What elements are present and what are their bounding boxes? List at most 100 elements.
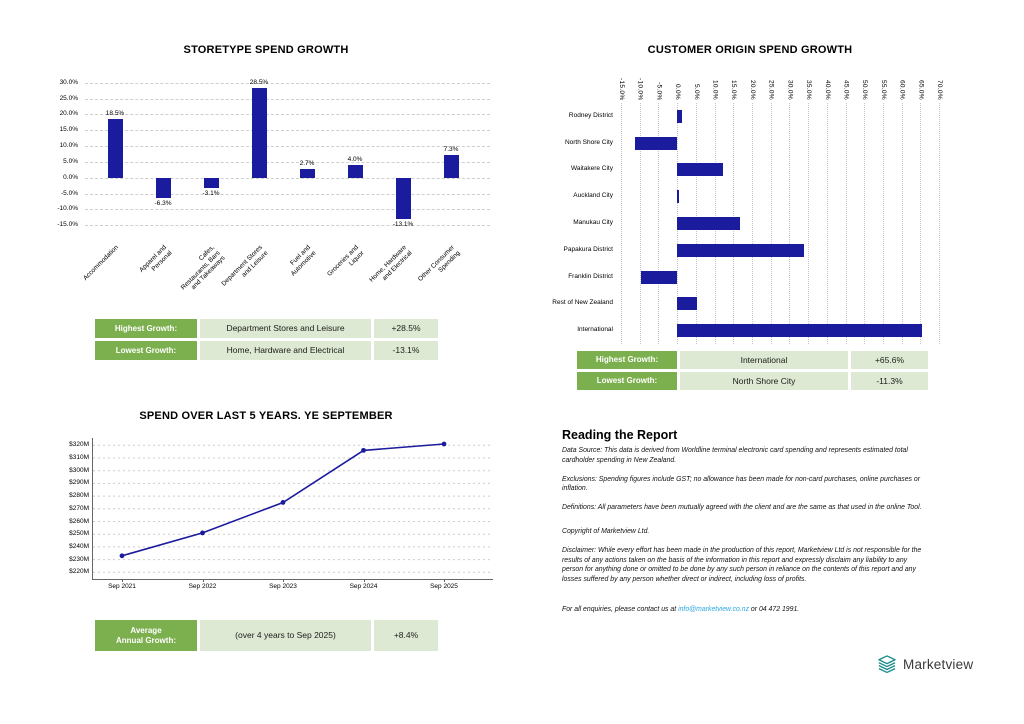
x-axis-tick-label: 40.0%: [823, 80, 831, 100]
bar-value-label: 7.3%: [443, 145, 459, 153]
gridline: [85, 177, 490, 179]
bar: [395, 177, 411, 220]
contact-text-after: or 04 472 1991.: [749, 605, 800, 613]
y-axis-tick-label: $230M: [69, 555, 89, 563]
gridline: [864, 103, 866, 344]
table-row: Lowest Growth: North Shore City -11.3%: [577, 372, 928, 390]
gridline: [789, 103, 791, 344]
x-axis-tick-label: 55.0%: [879, 80, 887, 100]
spend-5-years-plot-area: $220M $230M $240M $250M $260M $270M $280M $290M…: [69, 438, 493, 590]
x-axis-tick-label: Sep 2024: [349, 583, 378, 590]
y-axis-tick-label: $270M: [69, 504, 89, 512]
y-category-label: International: [577, 326, 613, 334]
y-axis-tick-label: 10.0%: [59, 142, 78, 150]
exclusions-paragraph: Exclusions: Spending figures include GST…: [562, 475, 921, 493]
y-axis-tick-label: -10.0%: [57, 205, 78, 213]
x-axis-tick: [444, 579, 445, 582]
y-category-label: North Shore City: [564, 138, 613, 146]
average-annual-growth-table: Average Annual Growth: (over 4 years to S…: [95, 620, 438, 654]
x-axis-tick-label: Sep 2023: [269, 583, 297, 590]
bar: [443, 154, 459, 178]
reading-the-report-heading: Reading the Report: [562, 428, 678, 442]
growth-value-cell: Department Stores and Leisure: [200, 319, 371, 338]
bar: [677, 190, 680, 204]
table-row: Highest Growth: International +65.6%: [577, 351, 928, 369]
y-axis-tick-label: $320M: [69, 441, 89, 449]
bar: [677, 217, 740, 230]
spend-line: [121, 443, 445, 557]
y-axis-tick-label: 30.0%: [59, 78, 78, 86]
bar-value-label: -6.3%: [154, 199, 172, 207]
gridline: [85, 209, 490, 211]
growth-label-cell: Highest Growth:: [95, 319, 197, 338]
customer-origin-plot-area: -15.0% -10.0% -5.0% 0.0% 5.0% 10.0% 15.0% 20.0%…: [552, 78, 943, 344]
bar: [155, 177, 171, 198]
growth-percent-cell: -13.1%: [374, 341, 438, 360]
x-axis-tick-label: 65.0%: [917, 80, 925, 100]
customer-origin-spend-growth-chart: CUSTOMER ORIGIN SPEND GROWTH -15.0% -10.0…: [552, 44, 975, 356]
growth-label-cell: Lowest Growth:: [577, 372, 677, 390]
gridline: [85, 114, 490, 116]
x-axis-tick-label: 45.0%: [842, 80, 850, 100]
storetype-spend-growth-chart: STORETYPE SPEND GROWTH 30.0% 25.0% 20.0% 15…: [57, 44, 505, 326]
bar: [203, 177, 219, 188]
y-category-label: Waitakere City: [570, 165, 613, 173]
x-axis-tick-label: 25.0%: [767, 80, 775, 100]
gridline: [939, 103, 940, 344]
gridline: [621, 103, 622, 344]
bar-value-label: -3.1%: [202, 189, 220, 197]
y-axis-tick-label: 25.0%: [59, 94, 78, 102]
x-axis-tick-label: -10.0%: [636, 77, 644, 100]
bar: [677, 243, 804, 257]
spend-5-years-chart: SPEND OVER LAST 5 YEARS. YE SEPTEMBER $2…: [60, 410, 505, 614]
x-axis-tick-label: 10.0%: [711, 80, 719, 100]
table-row: Highest Growth: Department Stores and Lei…: [95, 319, 438, 338]
email-link[interactable]: info@marketview.co.nz: [678, 605, 750, 613]
bar-value-label: -13.1%: [392, 221, 414, 229]
table-row: Average Annual Growth: (over 4 years to S…: [95, 620, 438, 651]
x-axis-tick: [363, 579, 365, 582]
gridline: [901, 103, 903, 344]
y-axis-tick-label: $300M: [69, 466, 89, 474]
y-category-label: Papakura District: [563, 245, 614, 253]
storetype-growth-summary-table: Highest Growth: Department Stores and Lei…: [95, 319, 438, 363]
y-axis-tick-label: 20.0%: [59, 110, 78, 118]
y-axis-tick-label: $280M: [69, 492, 89, 500]
contact-line: For all enquiries, please contact us at …: [562, 605, 924, 615]
gridline: [770, 103, 772, 344]
bar-value-label: 2.7%: [299, 160, 315, 168]
gridline: [639, 103, 641, 344]
storetype-plot-area: 30.0% 25.0% 20.0% 15.0% 10.0% 5.0% 0.0% -5.0% -1…: [57, 77, 490, 291]
data-point: [280, 500, 286, 505]
y-category-label: Manukau City: [573, 219, 613, 226]
y-category-label: Rodney District: [568, 111, 613, 119]
y-axis-tick-label: $250M: [69, 530, 89, 538]
gridline: [658, 103, 660, 344]
gridline: [845, 103, 847, 344]
growth-label-cell: Lowest Growth:: [95, 341, 197, 360]
bar: [251, 87, 267, 178]
growth-percent-cell: -11.3%: [851, 372, 928, 390]
y-axis-tick-label: $310M: [69, 454, 89, 461]
x-axis-tick: [283, 579, 284, 582]
bar: [677, 324, 923, 338]
growth-percent-cell: +8.4%: [374, 620, 438, 651]
data-point: [119, 553, 125, 559]
x-axis-tick-label: -5.0%: [655, 81, 663, 100]
definitions-paragraph: Definitions: All parameters have been mu…: [562, 504, 922, 512]
x-axis-tick-label: -15.0%: [618, 77, 625, 100]
marketview-logo: Marketview: [876, 653, 973, 675]
gridline: [85, 146, 490, 148]
data-source-paragraph: Data Source: This data is derived from W…: [562, 447, 908, 464]
y-category-label: Franklin District: [568, 272, 613, 280]
x-axis-tick: [122, 579, 123, 582]
y-axis-tick-label: -5.0%: [61, 189, 78, 197]
x-axis-tick-label: 30.0%: [786, 80, 794, 100]
contact-text-before: For all enquiries, please contact us at: [562, 605, 679, 613]
growth-value-cell: North Shore City: [680, 372, 848, 390]
table-row: Lowest Growth: Home, Hardware and Electri…: [95, 341, 438, 360]
bar: [299, 169, 315, 178]
x-axis-tick-label: Sep 2025: [430, 583, 458, 590]
x-axis-tick-label: 15.0%: [730, 80, 738, 100]
